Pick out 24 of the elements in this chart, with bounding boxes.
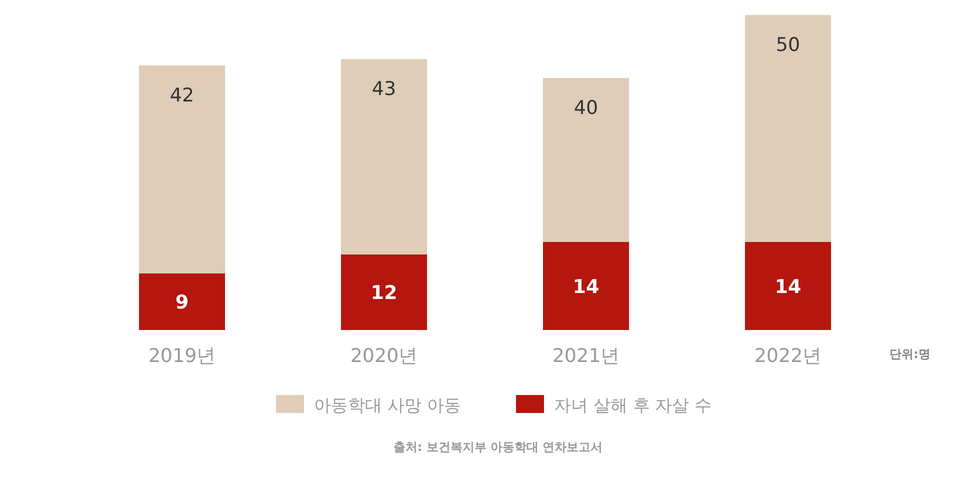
source-note: 출처: 보건복지부 아동학대 연차보고서 bbox=[393, 440, 603, 454]
x-tick-label: 2020년 bbox=[350, 345, 418, 367]
total-label: 43 bbox=[372, 78, 396, 100]
bar bbox=[340, 59, 428, 254]
text: 단위:명 bbox=[890, 347, 930, 361]
bar bbox=[542, 242, 630, 330]
legend-label: 자녀 살해 후 자살 수 bbox=[554, 396, 712, 416]
total-label: 42 bbox=[170, 84, 194, 106]
data-label: 9 bbox=[175, 292, 189, 314]
total-label: 50 bbox=[776, 34, 800, 56]
total-label: 40 bbox=[574, 97, 598, 119]
bar bbox=[138, 65, 226, 274]
x-tick-label: 2019년 bbox=[148, 345, 216, 367]
x-tick-label: 2021년 bbox=[552, 345, 620, 367]
x-tick-label: 2022년 bbox=[754, 345, 822, 367]
bar bbox=[542, 78, 630, 242]
data-label: 14 bbox=[572, 276, 600, 298]
bar bbox=[744, 242, 832, 330]
bar bbox=[340, 254, 428, 330]
data-label: 14 bbox=[774, 276, 802, 298]
data-label: 12 bbox=[370, 282, 398, 304]
legend-label: 아동학대 사망 아동 bbox=[314, 396, 461, 416]
bar bbox=[138, 273, 226, 330]
bar bbox=[744, 15, 832, 242]
